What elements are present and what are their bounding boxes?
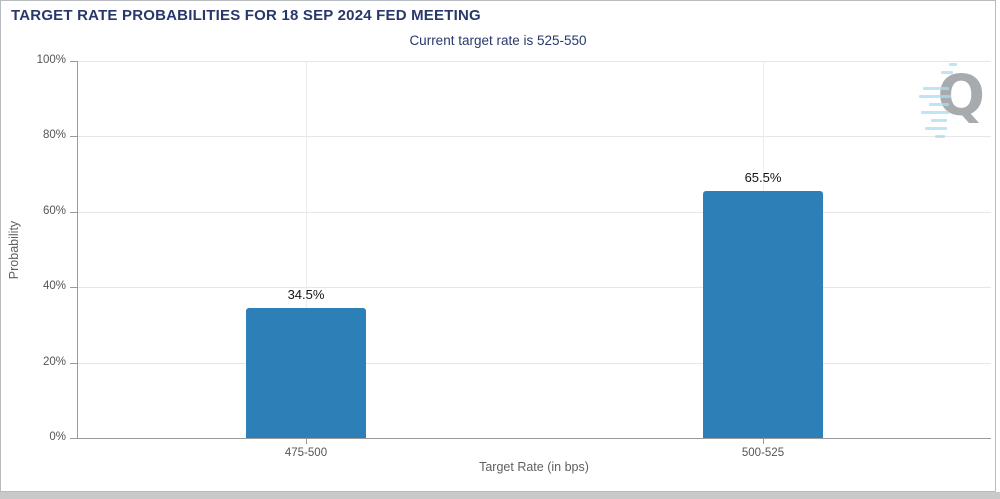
y-tick-mark	[70, 212, 77, 213]
probability-bar[interactable]	[703, 191, 823, 438]
probability-bar[interactable]	[246, 308, 366, 438]
y-axis-line	[77, 61, 78, 438]
bar-value-label: 65.5%	[744, 170, 782, 185]
x-axis-title: Target Rate (in bps)	[479, 460, 589, 474]
q-logo-speed-dash-icon	[929, 103, 949, 106]
q-logo-speed-dash-icon	[925, 127, 947, 130]
chart-subtitle: Current target rate is 525-550	[409, 33, 587, 48]
category-gridline	[306, 61, 307, 438]
q-logo-speed-dash-icon	[923, 87, 949, 90]
y-tick-label: 0%	[49, 431, 66, 443]
x-tick-mark	[763, 439, 764, 444]
q-logo-speed-dash-icon	[919, 95, 951, 98]
plot-area: 0% 20% 40% 60% 80% 100% 34.5% 475-500 65.5% 500-5…	[1, 1, 995, 491]
y-tick-mark	[70, 287, 77, 288]
y-gridline	[77, 212, 991, 213]
q-logo-speed-dash-icon	[949, 63, 957, 66]
q-logo-speed-dash-icon	[921, 111, 949, 114]
x-category-label: 500-525	[741, 447, 785, 459]
q-logo-speed-dash-icon	[941, 71, 953, 74]
x-tick-mark	[306, 439, 307, 444]
chart-title: TARGET RATE PROBABILITIES FOR 18 SEP 202…	[11, 7, 481, 24]
y-tick-label: 100%	[36, 54, 66, 66]
q-logo-speed-dash-icon	[931, 119, 947, 122]
q-logo-speed-dash-icon	[935, 135, 945, 138]
bar-value-label: 34.5%	[287, 287, 325, 302]
q-logo-watermark: Q	[919, 61, 991, 141]
y-tick-mark	[70, 136, 77, 137]
x-axis-line	[77, 438, 991, 439]
y-tick-label: 80%	[42, 129, 66, 141]
bottom-strip	[0, 492, 1000, 499]
y-gridline	[77, 136, 991, 137]
y-tick-label: 40%	[42, 280, 66, 292]
y-axis-title: Probability	[7, 220, 21, 280]
y-tick-label: 60%	[42, 205, 66, 217]
y-gridline	[77, 61, 991, 62]
y-tick-mark	[70, 61, 77, 62]
y-gridline	[77, 363, 991, 364]
y-tick-mark	[70, 363, 77, 364]
y-gridline	[77, 287, 991, 288]
x-category-label: 475-500	[284, 447, 328, 459]
y-tick-mark	[70, 438, 77, 439]
y-tick-label: 20%	[42, 356, 66, 368]
